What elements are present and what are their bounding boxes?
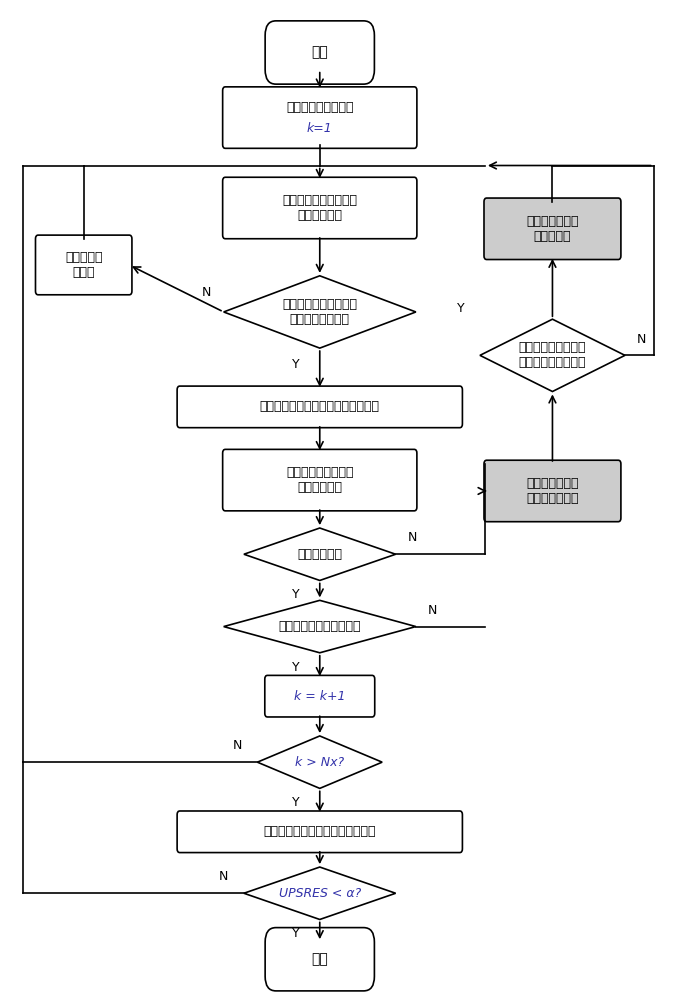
Polygon shape [244,867,396,919]
Text: UPSRES < α?: UPSRES < α? [279,887,361,900]
Text: Y: Y [292,588,300,601]
Polygon shape [224,600,416,653]
Polygon shape [224,276,416,348]
FancyBboxPatch shape [484,460,621,522]
Text: 完成: 完成 [311,952,328,966]
FancyBboxPatch shape [177,386,462,428]
Text: 是否满足频率稳定约束？: 是否满足频率稳定约束？ [279,620,361,633]
FancyBboxPatch shape [222,177,417,239]
Text: Y: Y [292,927,300,940]
Text: N: N [428,604,437,617]
FancyBboxPatch shape [265,928,375,991]
FancyBboxPatch shape [265,675,375,717]
Text: 反推更新的各种
旋转备用需求量: 反推更新的各种 旋转备用需求量 [526,477,579,505]
FancyBboxPatch shape [265,21,375,84]
Text: 开始: 开始 [311,45,328,60]
Text: k = k+1: k = k+1 [294,690,345,703]
FancyBboxPatch shape [35,235,132,295]
Text: 求取旋转备用电量可靠性概率指标: 求取旋转备用电量可靠性概率指标 [264,825,376,838]
Polygon shape [244,528,396,580]
Text: N: N [637,333,647,346]
FancyBboxPatch shape [484,198,621,260]
Polygon shape [258,736,382,788]
FancyBboxPatch shape [177,811,462,853]
Text: 分别求取需求侧和发电
侧的备用容量: 分别求取需求侧和发电 侧的备用容量 [282,194,357,222]
Text: 加入切负荷等措
施优化控制: 加入切负荷等措 施优化控制 [526,215,579,243]
Text: N: N [408,531,418,544]
Text: 读数据，初始化，置: 读数据，初始化，置 [286,101,354,114]
Text: N: N [219,870,228,883]
Text: 调整相关机
组出力: 调整相关机 组出力 [65,251,103,279]
Text: Y: Y [457,302,465,315]
Text: Y: Y [292,796,300,809]
FancyBboxPatch shape [222,87,417,148]
Text: N: N [233,739,242,752]
Text: 是否超出系统可提供
的最大旋转备用量？: 是否超出系统可提供 的最大旋转备用量？ [519,341,586,369]
Text: 是否满足安全约束机组
组合的各种约束？: 是否满足安全约束机组 组合的各种约束？ [282,298,357,326]
Polygon shape [480,319,625,392]
Text: 求发电侧各机组的旋转备用分配容量: 求发电侧各机组的旋转备用分配容量 [260,400,379,413]
Text: k > Nx?: k > Nx? [295,756,344,769]
Text: k=1: k=1 [307,122,333,135]
Text: Y: Y [292,661,300,674]
Text: 总成本最优？: 总成本最优？ [297,548,342,561]
Text: N: N [202,286,211,299]
Text: Y: Y [292,358,300,371]
FancyBboxPatch shape [222,449,417,511]
Text: 求当前旋转备用值下
的系统总成本: 求当前旋转备用值下 的系统总成本 [286,466,354,494]
